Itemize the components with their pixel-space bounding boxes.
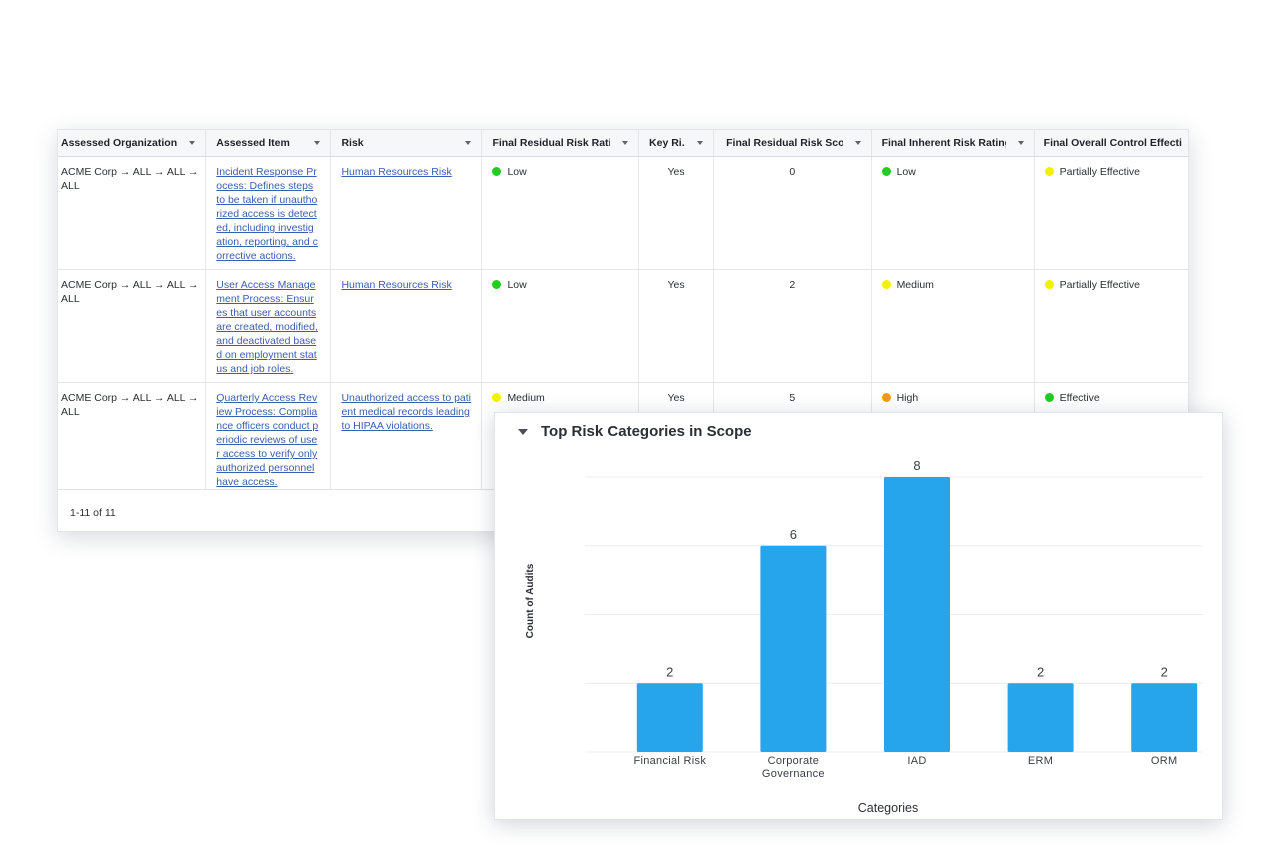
- data-label: 2: [1161, 664, 1168, 679]
- assessed-organization-cell: ACME Corp → ALL → ALL → ALL: [58, 269, 207, 383]
- risk-link[interactable]: Human Resources Risk: [341, 166, 452, 178]
- sort-caret-icon[interactable]: [622, 141, 629, 145]
- assessed-item-cell: User Access Management Process: Ensures …: [205, 269, 332, 383]
- sort-caret-icon[interactable]: [1017, 141, 1024, 145]
- control-effectiveness-text: Effective: [1059, 392, 1100, 404]
- column-label: Assessed Item: [216, 137, 290, 150]
- x-tick-label: ORM: [1151, 755, 1178, 767]
- assessed-item-link[interactable]: User Access Management Process: Ensures …: [216, 279, 318, 375]
- control-effectiveness-text: Partially Effective: [1059, 166, 1141, 178]
- assessed-item-link[interactable]: Incident Response Process: Defines steps…: [216, 166, 318, 262]
- status-dot-icon: [881, 280, 891, 289]
- caret-down-icon[interactable]: [518, 429, 528, 435]
- data-label: 2: [666, 664, 673, 679]
- y-axis-title: Count of Audits: [525, 563, 536, 638]
- risk-link[interactable]: Unauthorized access to patient medical r…: [341, 392, 472, 432]
- assessed-organization-cell: ACME Corp → ALL → ALL → ALL: [58, 156, 207, 270]
- key-risk-cell: Yes: [638, 156, 715, 270]
- sort-caret-icon[interactable]: [189, 141, 196, 145]
- bar: [636, 683, 703, 752]
- residual-rating-text: Medium: [507, 392, 545, 404]
- control-effectiveness-cell: Partially Effective: [1034, 269, 1188, 383]
- column-header-final-residual-risk-score[interactable]: Final Residual Risk Score: [713, 130, 872, 157]
- column-label: Final Overall Control Effecti: [1043, 137, 1182, 150]
- inherent-rating-cell: Medium: [871, 269, 1035, 383]
- pagination-count: 1-11 of 11: [70, 507, 116, 519]
- sort-caret-icon[interactable]: [314, 141, 321, 145]
- column-header-key-risk[interactable]: Key Ri...: [638, 130, 715, 157]
- column-label: Risk: [341, 137, 364, 150]
- risk-cell: Human Resources Risk: [330, 269, 483, 383]
- bar: [760, 545, 827, 752]
- grid-header-row: Assessed Organization Assessed Item Risk…: [58, 130, 1188, 157]
- assessed-item-link[interactable]: Quarterly Access Review Process: Complia…: [216, 392, 319, 488]
- sort-caret-icon[interactable]: [697, 141, 704, 145]
- column-label: Final Residual Risk Rating: [492, 137, 610, 150]
- x-tick-label: Financial Risk: [633, 755, 706, 767]
- top-risk-categories-panel: 2 Financial Risk 6 Corporate Governance 8 IAD 2…: [494, 412, 1223, 820]
- status-dot-icon: [881, 167, 891, 176]
- assessed-organization-cell: ACME Corp → ALL → ALL → ALL: [58, 382, 207, 492]
- column-header-risk[interactable]: Risk: [330, 130, 483, 157]
- assessed-item-cell: Incident Response Process: Defines steps…: [205, 156, 332, 270]
- residual-score-cell: 2: [713, 269, 872, 383]
- data-label: 2: [1037, 664, 1044, 679]
- inherent-rating-text: Medium: [896, 279, 934, 291]
- column-header-final-inherent-risk-rating[interactable]: Final Inherent Risk Rating: [871, 130, 1035, 157]
- chart-title: Top Risk Categories in Scope: [541, 423, 752, 440]
- bar-chart: 2 Financial Risk 6 Corporate Governance 8 IAD 2…: [525, 458, 1203, 815]
- sort-caret-icon[interactable]: [854, 141, 861, 145]
- column-header-final-residual-risk-rating[interactable]: Final Residual Risk Rating: [481, 130, 640, 157]
- residual-rating-cell: Low: [481, 156, 640, 270]
- table-row[interactable]: ACME Corp → ALL → ALL → ALL Incident Res…: [58, 156, 1188, 270]
- inherent-rating-text: High: [896, 392, 919, 404]
- risk-cell: Unauthorized access to patient medical r…: [330, 382, 483, 492]
- data-label: 8: [913, 458, 920, 473]
- bar: [884, 477, 950, 752]
- table-row[interactable]: ACME Corp → ALL → ALL → ALL User Access …: [58, 269, 1188, 383]
- status-dot-icon: [1044, 167, 1054, 176]
- x-tick-label: ERM: [1028, 755, 1053, 767]
- bar: [1007, 683, 1074, 752]
- column-label: Final Residual Risk Score: [726, 137, 843, 150]
- column-label: Final Inherent Risk Rating: [881, 137, 1006, 150]
- data-label: 6: [790, 527, 797, 542]
- status-dot-icon: [492, 280, 502, 289]
- residual-rating-text: Low: [507, 279, 527, 291]
- column-label: Key Ri...: [649, 137, 685, 150]
- control-effectiveness-cell: Partially Effective: [1034, 156, 1188, 270]
- assessed-item-cell: Quarterly Access Review Process: Complia…: [205, 382, 332, 492]
- sort-caret-icon[interactable]: [465, 141, 472, 145]
- residual-rating-cell: Low: [481, 269, 640, 383]
- status-dot-icon: [1044, 393, 1054, 402]
- residual-rating-text: Low: [507, 166, 527, 178]
- control-effectiveness-text: Partially Effective: [1059, 279, 1141, 291]
- x-tick-label: IAD: [907, 755, 926, 767]
- x-tick-label: Corporate Governance: [762, 755, 825, 780]
- column-header-assessed-item[interactable]: Assessed Item: [205, 130, 332, 157]
- residual-score-cell: 0: [713, 156, 872, 270]
- bar: [1131, 683, 1198, 752]
- status-dot-icon: [881, 393, 891, 402]
- column-header-assessed-organization[interactable]: Assessed Organization: [58, 130, 207, 157]
- key-risk-cell: Yes: [638, 269, 715, 383]
- status-dot-icon: [1044, 280, 1054, 289]
- status-dot-icon: [492, 167, 502, 176]
- risk-cell: Human Resources Risk: [330, 156, 483, 270]
- status-dot-icon: [492, 393, 502, 402]
- column-label: Assessed Organization: [61, 137, 178, 150]
- x-axis-title: Categories: [858, 801, 918, 815]
- inherent-rating-cell: Low: [871, 156, 1035, 270]
- inherent-rating-text: Low: [896, 166, 916, 178]
- column-header-final-overall-control-effectiveness[interactable]: Final Overall Control Effecti: [1034, 130, 1188, 157]
- risk-link[interactable]: Human Resources Risk: [341, 279, 452, 291]
